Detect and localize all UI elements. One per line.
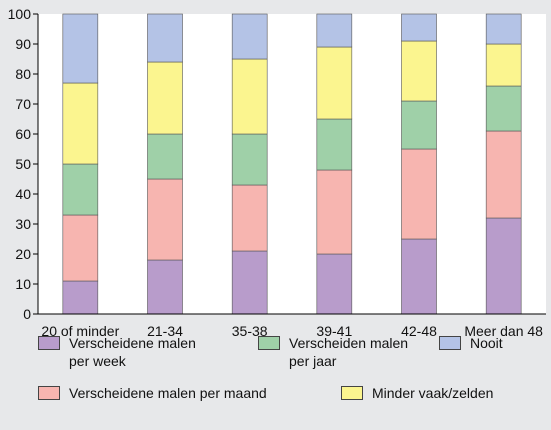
y-tick-label: 100 bbox=[8, 6, 32, 22]
bar-segment-1-0 bbox=[147, 259, 183, 315]
bar-segment-4-0 bbox=[401, 238, 437, 315]
legend-swatch-per-week bbox=[38, 336, 60, 350]
x-tick-label: 39-41 bbox=[316, 323, 352, 339]
legend-swatch-per-year bbox=[258, 336, 280, 350]
y-tick-label: 60 bbox=[15, 126, 31, 142]
x-tick-label: 35-38 bbox=[232, 323, 268, 339]
bar-segment-5-2 bbox=[485, 85, 522, 132]
bar-segment-0-0 bbox=[62, 280, 99, 315]
bar-segment-5-4 bbox=[485, 13, 522, 45]
plot-area bbox=[38, 14, 546, 314]
bar-segment-1-2 bbox=[147, 133, 183, 180]
legend-item-per-week: Verscheidene malen per week bbox=[38, 334, 196, 370]
y-tick-label: 80 bbox=[15, 66, 31, 82]
bar-segment-5-3 bbox=[485, 43, 522, 87]
legend-label-never: Nooit bbox=[470, 335, 503, 351]
bar-segment-1-4 bbox=[147, 13, 183, 63]
y-tick-label: 0 bbox=[23, 306, 31, 322]
bar-segment-2-4 bbox=[231, 13, 268, 60]
bar-segment-0-1 bbox=[62, 214, 99, 282]
bar-segment-5-0 bbox=[485, 217, 522, 315]
bar-segment-5-1 bbox=[485, 130, 522, 219]
legend-swatch-never bbox=[439, 336, 461, 350]
x-tick-label: Meer dan 48 bbox=[464, 323, 543, 339]
bar-segment-3-1 bbox=[316, 169, 353, 255]
bar-segment-4-2 bbox=[401, 100, 437, 150]
bar-segment-4-1 bbox=[401, 148, 437, 240]
bar-segment-0-4 bbox=[62, 13, 99, 84]
bar-segment-1-3 bbox=[147, 61, 183, 135]
y-tick-label: 30 bbox=[15, 216, 31, 232]
legend-label-per-week: Verscheidene malen per week bbox=[69, 335, 196, 369]
bar-segment-0-3 bbox=[62, 82, 99, 165]
legend-item-rarely: Minder vaak/zelden bbox=[341, 384, 493, 402]
y-tick-label: 40 bbox=[15, 186, 31, 202]
x-tick-label: 20 of minder bbox=[41, 323, 119, 339]
bar-segment-2-1 bbox=[231, 184, 268, 252]
bar-segment-3-3 bbox=[316, 46, 353, 120]
x-tick-label: 42-48 bbox=[401, 323, 437, 339]
legend-item-never: Nooit bbox=[439, 334, 503, 352]
bar-segment-1-1 bbox=[147, 178, 183, 261]
y-tick-label: 50 bbox=[15, 156, 31, 172]
legend-swatch-rarely bbox=[341, 386, 363, 400]
bar-segment-0-2 bbox=[62, 163, 99, 216]
y-tick-label: 90 bbox=[15, 36, 31, 52]
legend-label-per-month: Verscheidene malen per maand bbox=[69, 385, 267, 401]
legend-swatch-per-month bbox=[38, 386, 60, 400]
legend-item-per-year: Verscheiden malen per jaar bbox=[258, 334, 408, 370]
bar-segment-2-3 bbox=[231, 58, 268, 135]
legend-label-rarely: Minder vaak/zelden bbox=[372, 385, 494, 401]
legend-label-per-year: Verscheiden malen per jaar bbox=[289, 335, 409, 369]
bar-segment-4-3 bbox=[401, 40, 437, 102]
x-tick-label: 21-34 bbox=[147, 323, 183, 339]
y-tick-label: 20 bbox=[15, 246, 31, 262]
legend-item-per-month: Verscheidene malen per maand bbox=[38, 384, 267, 402]
bar-segment-2-0 bbox=[231, 250, 268, 315]
bar-segment-3-2 bbox=[316, 118, 353, 171]
bar-segment-3-0 bbox=[316, 253, 353, 315]
y-tick-label: 70 bbox=[15, 96, 31, 112]
bar-segment-3-4 bbox=[316, 13, 353, 48]
bar-segment-4-4 bbox=[401, 13, 437, 42]
bar-segment-2-2 bbox=[231, 133, 268, 186]
y-tick-label: 10 bbox=[15, 276, 31, 292]
